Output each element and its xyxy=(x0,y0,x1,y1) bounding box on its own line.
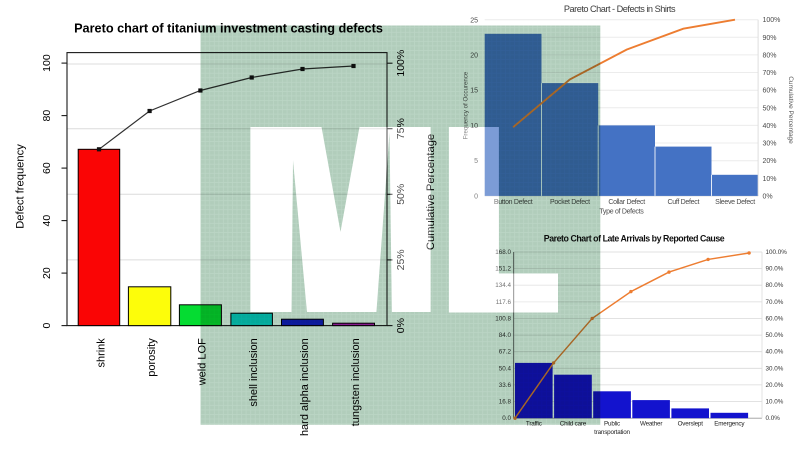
svg-text:Weather: Weather xyxy=(640,420,662,427)
svg-text:Emergency: Emergency xyxy=(714,420,745,427)
svg-text:60.0%: 60.0% xyxy=(766,316,784,323)
svg-text:50%: 50% xyxy=(395,184,407,205)
svg-text:90.0%: 90.0% xyxy=(766,266,784,273)
svg-text:117.6: 117.6 xyxy=(496,299,512,306)
svg-text:40.0%: 40.0% xyxy=(766,349,784,356)
svg-text:70.0%: 70.0% xyxy=(766,299,784,306)
svg-text:0.0%: 0.0% xyxy=(766,415,781,422)
svg-text:Sleeve Defect: Sleeve Defect xyxy=(715,199,755,206)
svg-text:90%: 90% xyxy=(763,35,777,42)
svg-text:60: 60 xyxy=(41,162,53,174)
svg-text:Cuff Defect: Cuff Defect xyxy=(668,199,700,206)
svg-text:60%: 60% xyxy=(763,88,777,95)
svg-text:20.0%: 20.0% xyxy=(766,382,784,389)
svg-text:50%: 50% xyxy=(763,105,777,112)
svg-text:Collar Defect: Collar Defect xyxy=(608,199,645,206)
svg-text:100.0%: 100.0% xyxy=(766,249,788,256)
svg-text:0%: 0% xyxy=(763,193,773,200)
svg-text:Pareto Chart - Defects in Shir: Pareto Chart - Defects in Shirts xyxy=(564,4,676,14)
svg-text:40: 40 xyxy=(41,215,53,227)
svg-text:transportation: transportation xyxy=(594,429,630,436)
svg-text:80: 80 xyxy=(41,110,53,122)
svg-text:0: 0 xyxy=(474,193,478,200)
svg-text:Type of Defects: Type of Defects xyxy=(599,209,644,216)
svg-text:25%: 25% xyxy=(395,249,407,270)
svg-text:134.4: 134.4 xyxy=(495,282,511,289)
svg-text:80%: 80% xyxy=(763,53,777,60)
svg-text:Public: Public xyxy=(604,420,620,427)
svg-text:porosity: porosity xyxy=(146,338,158,377)
svg-text:0: 0 xyxy=(41,323,53,329)
svg-text:70%: 70% xyxy=(763,70,777,77)
svg-text:Cumulative Percentage: Cumulative Percentage xyxy=(787,76,794,144)
svg-text:30%: 30% xyxy=(763,141,777,148)
svg-text:shrink: shrink xyxy=(95,338,107,368)
svg-text:100%: 100% xyxy=(763,17,781,24)
svg-text:5: 5 xyxy=(474,158,478,165)
svg-text:10%: 10% xyxy=(763,176,777,183)
svg-text:20: 20 xyxy=(41,267,53,279)
svg-text:100: 100 xyxy=(41,54,53,72)
svg-text:20%: 20% xyxy=(763,158,777,165)
svg-text:Pareto Chart of Late Arrivals: Pareto Chart of Late Arrivals by Reporte… xyxy=(544,233,725,243)
svg-text:Defect frequency: Defect frequency xyxy=(15,144,27,229)
svg-text:40%: 40% xyxy=(763,123,777,130)
svg-text:10.0%: 10.0% xyxy=(766,399,784,406)
svg-text:50.0%: 50.0% xyxy=(766,332,784,339)
svg-text:Overslept: Overslept xyxy=(678,420,704,427)
svg-text:25: 25 xyxy=(470,17,478,24)
svg-text:80.0%: 80.0% xyxy=(766,282,784,289)
svg-text:30.0%: 30.0% xyxy=(766,365,784,372)
